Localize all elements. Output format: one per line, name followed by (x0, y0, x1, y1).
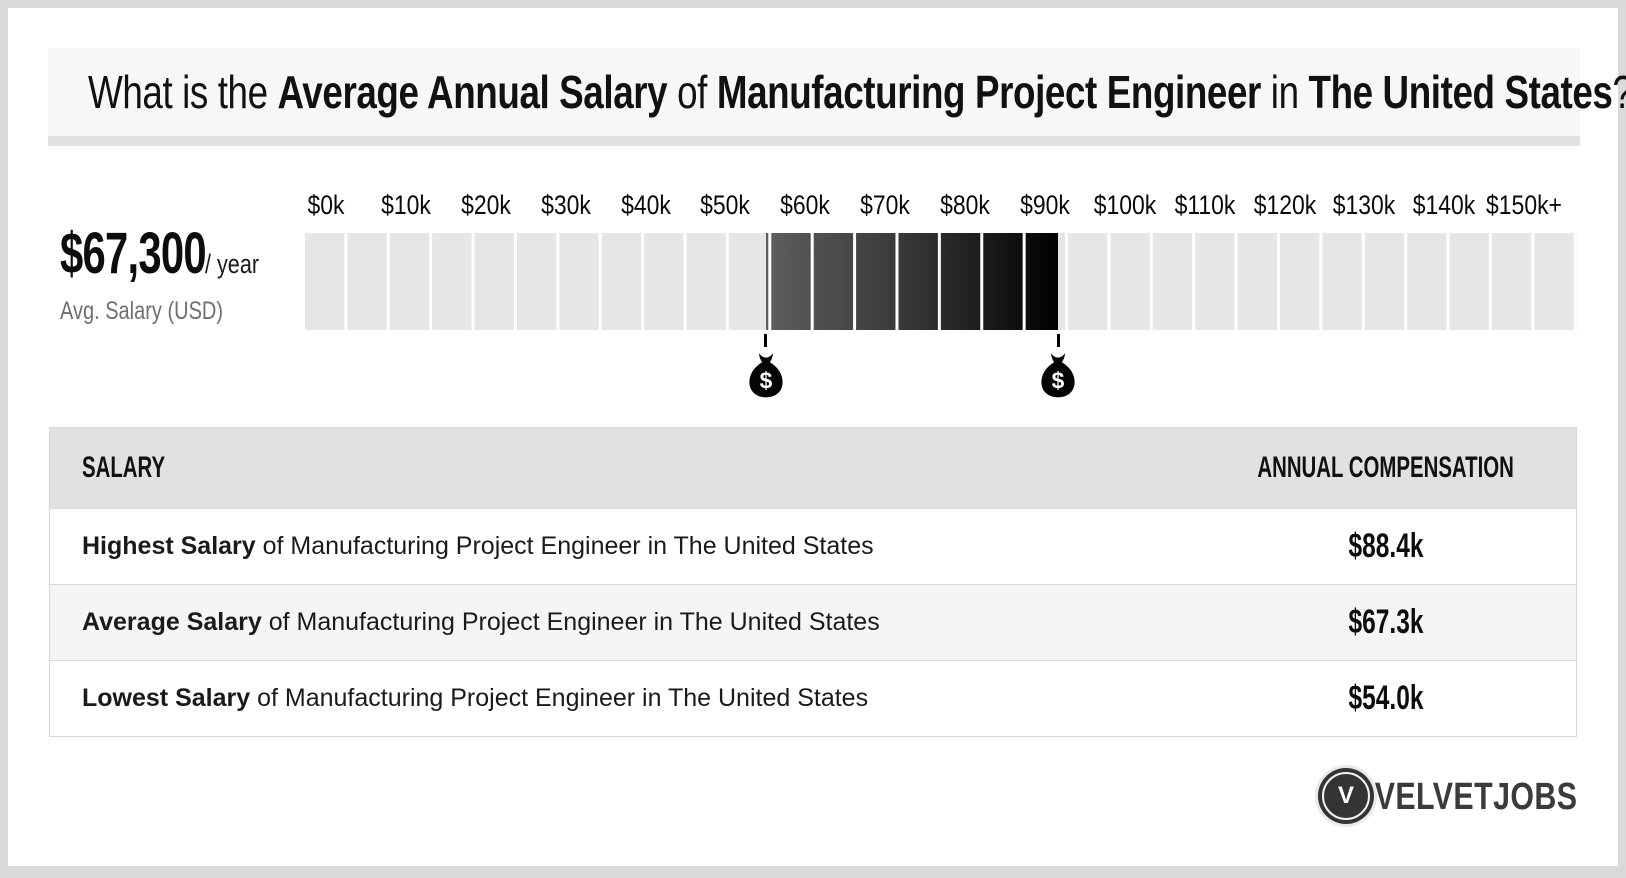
axis-tick-label: $40k (620, 190, 671, 220)
table-row: Highest Salary of Manufacturing Project … (50, 508, 1576, 584)
title-segment: Average Annual Salary (277, 66, 668, 118)
table-row: Lowest Salary of Manufacturing Project E… (50, 660, 1576, 736)
row-value: $67.3k (1348, 603, 1424, 641)
average-salary-line: $67,300 / year (60, 220, 330, 287)
table-header-row: SALARY ANNUAL COMPENSATION (50, 428, 1576, 508)
title-segment: Manufacturing Project Engineer (716, 66, 1262, 118)
axis-tick-label: $150k+ (1486, 190, 1563, 220)
axis-tick-label: $80k (940, 190, 990, 220)
axis-tick-label: $100k (1093, 190, 1157, 220)
column-header-salary: SALARY (82, 451, 166, 484)
row-value: $88.4k (1348, 527, 1424, 565)
average-salary-period: / year (204, 249, 259, 279)
banner-shadow (48, 136, 1580, 146)
card: What is the Average Annual Salary of Man… (8, 8, 1626, 866)
axis-tick-label: $90k (1020, 190, 1070, 220)
axis-tick-label: $70k (860, 190, 911, 220)
svg-text:$: $ (1052, 367, 1065, 393)
money-bag-icon-highest: $ (1039, 334, 1077, 400)
row-label: Lowest Salary of Manufacturing Project E… (82, 684, 869, 712)
row-label: Average Salary of Manufacturing Project … (82, 608, 880, 636)
salary-range-bar (305, 233, 1577, 330)
title-banner: What is the Average Annual Salary of Man… (48, 48, 1626, 136)
axis-tick-label: $10k (380, 190, 431, 220)
average-salary-amount: $67,300 (60, 221, 207, 286)
table-body: Highest Salary of Manufacturing Project … (50, 508, 1576, 736)
title-segment: ? (1613, 66, 1626, 118)
money-bag-icon-lowest: $ (747, 334, 785, 400)
average-salary-caption: Avg. Salary (USD) (60, 297, 224, 325)
salary-table: SALARY ANNUAL COMPENSATION Highest Salar… (49, 427, 1577, 737)
row-value: $54.0k (1348, 679, 1424, 717)
axis-tick-label: $50k (700, 190, 751, 220)
title-segment: The United States (1308, 66, 1613, 118)
page-title: What is the Average Annual Salary of Man… (88, 65, 1626, 119)
table-row: Average Salary of Manufacturing Project … (50, 584, 1576, 660)
velvetjobs-wordmark: VELVETJOBS (1374, 776, 1577, 818)
axis-tick-label: $130k (1333, 190, 1396, 220)
marker-dash (1056, 334, 1060, 347)
axis-tick-label: $20k (460, 190, 511, 220)
bar-segment-gaps (305, 233, 1577, 330)
axis-tick-label: $110k (1174, 190, 1236, 220)
average-salary-stat: $67,300 / year Avg. Salary (USD) (60, 220, 330, 326)
title-segment: of (667, 66, 717, 118)
title-segment: in (1260, 66, 1309, 118)
axis-tick-label: $30k (540, 190, 591, 220)
axis-tick-label: $140k (1413, 190, 1476, 220)
svg-text:$: $ (759, 367, 772, 393)
column-header-annual-compensation: ANNUAL COMPENSATION (1257, 451, 1515, 484)
salary-axis-labels: $0k $10k $20k $30k $40k $50k $60k $70k $80k $90k $… (305, 190, 1577, 224)
axis-tick-label: $0k (307, 190, 345, 220)
velvetjobs-logo-icon: V (1318, 768, 1374, 824)
axis-tick-label: $120k (1253, 190, 1316, 220)
axis-tick-label: $60k (780, 190, 831, 220)
row-label: Highest Salary of Manufacturing Project … (82, 532, 874, 560)
marker-dash (764, 334, 768, 347)
salary-markers: $ $ (305, 330, 1577, 420)
title-segment: What is the (88, 66, 278, 118)
